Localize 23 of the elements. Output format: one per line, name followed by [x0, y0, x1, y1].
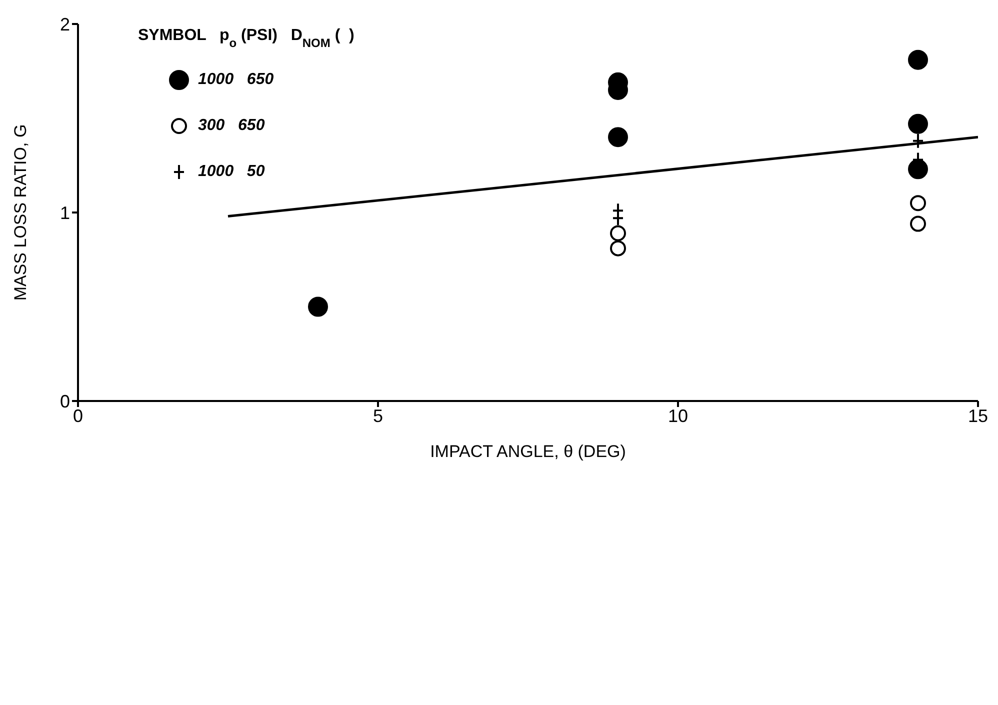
- y-tick-label: 2: [60, 14, 70, 34]
- x-tick-label: 10: [668, 406, 688, 426]
- x-tick-label: 15: [968, 406, 988, 426]
- legend-label: 1000 50: [198, 163, 265, 181]
- point: [908, 114, 928, 134]
- x-tick-label: 5: [372, 406, 384, 426]
- point: [610, 225, 626, 242]
- y-tick-label: 1: [60, 202, 70, 223]
- y-axis-title: MASS LOSS RATIO, G: [11, 124, 30, 301]
- x-axis-title: IMPACT ANGLE, θ (DEG): [430, 442, 626, 461]
- point: [908, 159, 928, 180]
- point: [908, 50, 928, 70]
- point: [610, 240, 626, 256]
- x-tick-label: 0: [72, 406, 84, 426]
- point: [910, 216, 926, 232]
- legend-label: 300 650: [198, 117, 265, 135]
- point: [910, 195, 926, 212]
- legend-title: SYMBOL p$_{o}$ (PSI) D$_{NOM}$ ( ): [138, 27, 354, 50]
- point: [912, 132, 924, 149]
- point: [308, 296, 328, 317]
- legend-label: 1000 650: [198, 71, 274, 89]
- point: [608, 127, 628, 148]
- y-tick-label: 0: [60, 391, 70, 412]
